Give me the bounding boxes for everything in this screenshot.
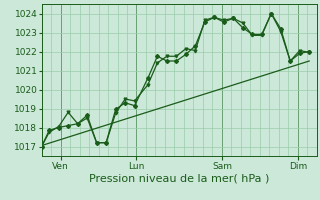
X-axis label: Pression niveau de la mer( hPa ): Pression niveau de la mer( hPa ) [89, 173, 269, 183]
